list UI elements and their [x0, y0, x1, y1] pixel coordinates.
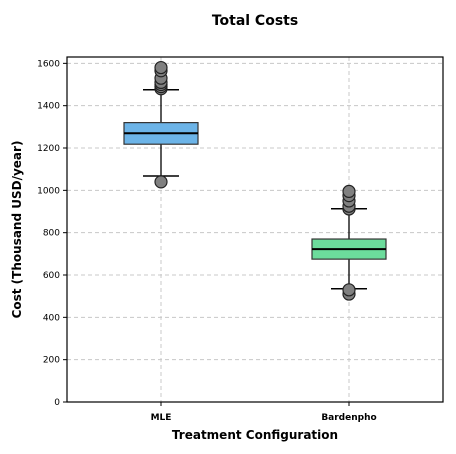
y-tick-label: 0: [54, 398, 60, 408]
y-tick-label: 1000: [37, 186, 60, 196]
box-bardenpho: [311, 184, 387, 301]
y-tick-label: 200: [43, 356, 60, 366]
x-tick-label: MLE: [151, 413, 172, 423]
y-tick-label: 400: [43, 313, 60, 323]
y-tick-label: 1400: [37, 102, 60, 112]
ticks: 0 200 400 600 800 1000 1200 1400 1600 MLE Bardenph…: [37, 59, 377, 423]
box-mle: [123, 60, 199, 189]
boxes: [123, 60, 387, 301]
plot-frame: [66, 56, 444, 403]
y-axis-label: Cost (Thousand USD/year): [10, 141, 24, 319]
y-tick-label: 800: [43, 229, 60, 239]
grid: [67, 57, 443, 402]
outlier-point: [154, 60, 168, 75]
x-tick-label: Bardenpho: [321, 413, 376, 423]
y-tick-label: 600: [43, 271, 60, 281]
y-tick-label: 1200: [37, 144, 60, 154]
x-axis-label: Treatment Configuration: [172, 428, 338, 442]
outlier-point: [154, 175, 168, 189]
outlier-point: [342, 283, 356, 297]
y-tick-label: 1600: [37, 59, 60, 69]
chart-title: Total Costs: [212, 13, 298, 29]
outlier-point: [342, 184, 356, 199]
